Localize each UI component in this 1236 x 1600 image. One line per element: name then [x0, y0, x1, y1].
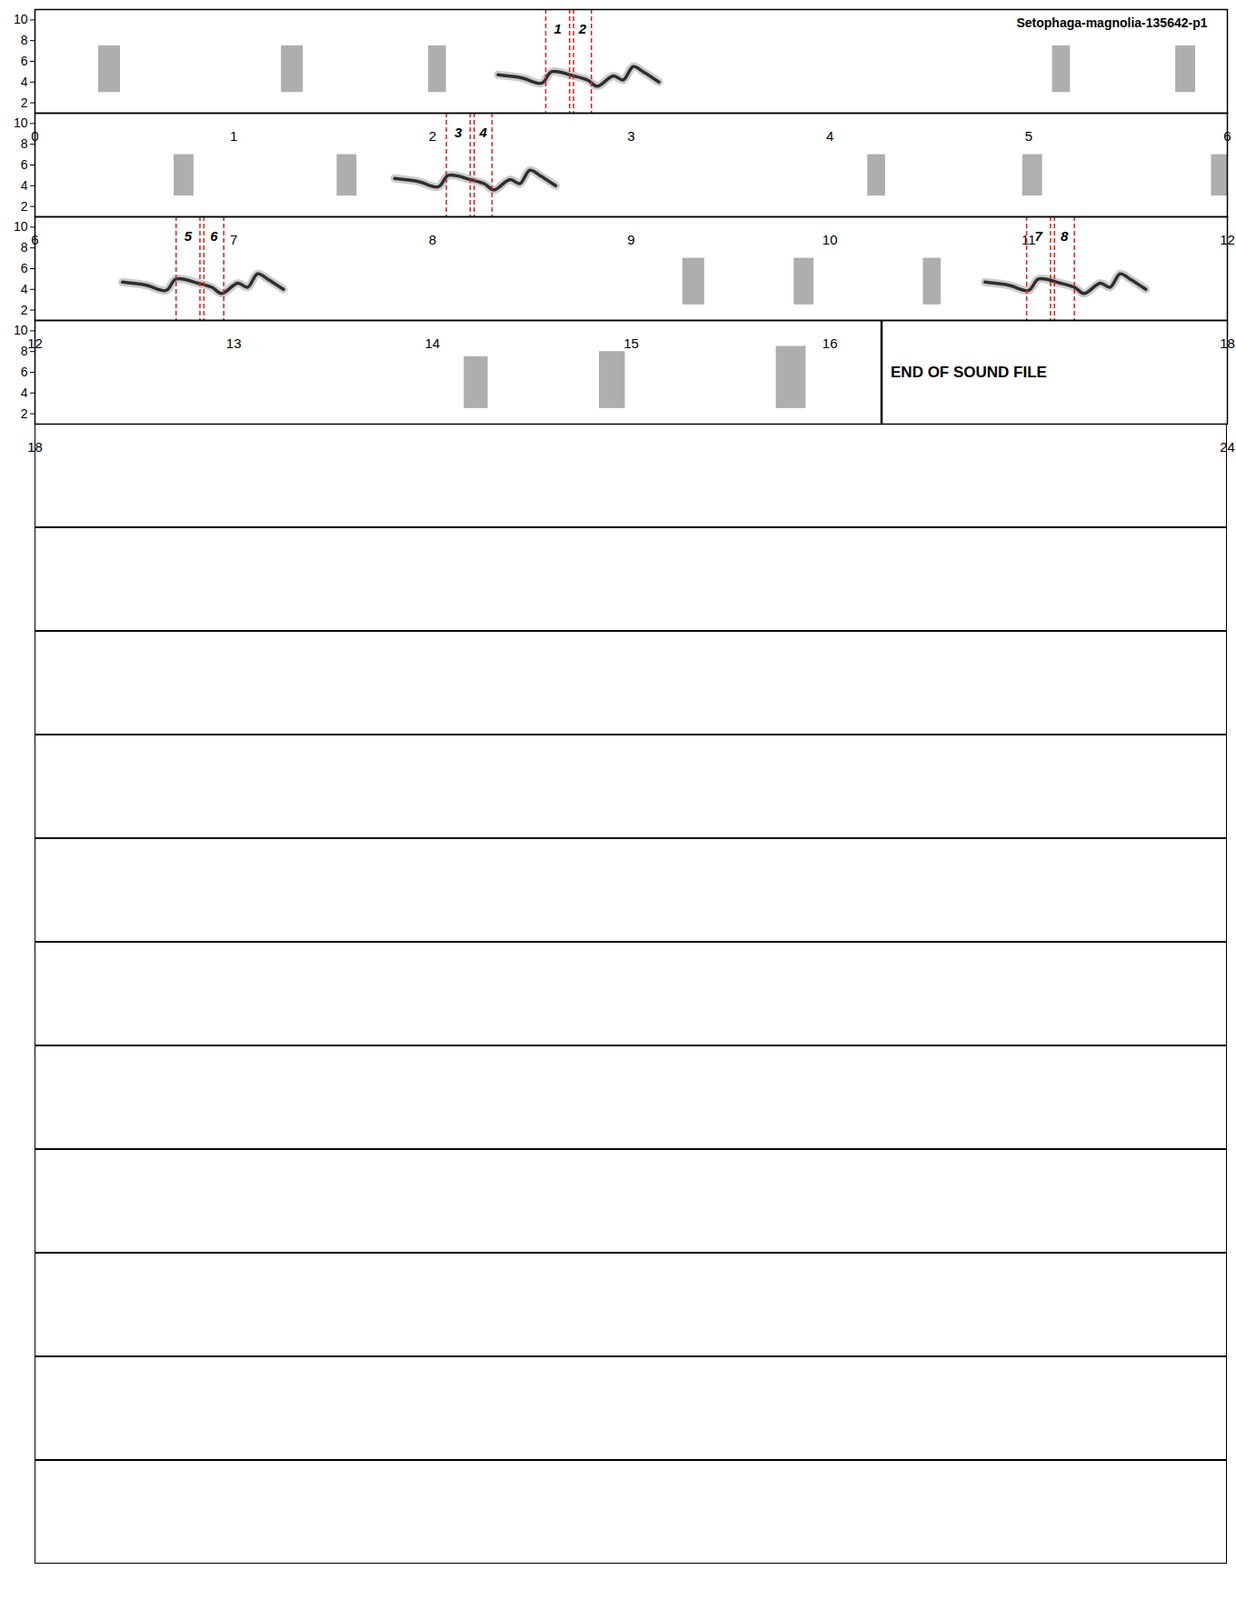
svg-text:4: 4	[20, 178, 29, 193]
svg-text:6: 6	[1223, 128, 1232, 144]
svg-text:12: 12	[1219, 231, 1235, 248]
svg-text:14: 14	[424, 335, 440, 351]
svg-text:9: 9	[627, 231, 635, 248]
svg-text:2: 2	[20, 406, 29, 421]
svg-text:2: 2	[20, 95, 29, 110]
svg-text:8: 8	[20, 239, 29, 255]
svg-text:4: 4	[20, 74, 29, 90]
svg-text:2: 2	[428, 128, 437, 144]
svg-text:8: 8	[20, 343, 29, 359]
svg-text:2: 2	[578, 20, 588, 37]
svg-text:5: 5	[184, 228, 193, 244]
svg-text:7: 7	[229, 231, 238, 248]
svg-text:6: 6	[20, 364, 29, 379]
svg-text:18: 18	[27, 439, 43, 455]
svg-text:24: 24	[1219, 438, 1236, 455]
svg-text:1: 1	[229, 128, 238, 144]
svg-text:4: 4	[826, 128, 834, 144]
svg-text:Setophaga-magnolia-135642-p1: Setophaga-magnolia-135642-p1	[1016, 15, 1207, 30]
svg-text:11: 11	[1021, 231, 1037, 248]
svg-text:2: 2	[20, 199, 29, 214]
svg-text:6: 6	[20, 260, 29, 276]
svg-text:18: 18	[1219, 335, 1235, 351]
svg-text:7: 7	[1035, 228, 1044, 244]
svg-text:10: 10	[13, 322, 29, 338]
svg-text:2: 2	[20, 302, 29, 318]
svg-text:10: 10	[13, 219, 29, 234]
svg-text:10: 10	[13, 11, 29, 27]
svg-text:6: 6	[31, 231, 39, 248]
svg-text:15: 15	[623, 335, 639, 351]
svg-text:5: 5	[1025, 128, 1033, 144]
svg-text:4: 4	[20, 385, 29, 400]
svg-text:6: 6	[20, 53, 29, 69]
svg-text:4: 4	[20, 281, 29, 297]
svg-text:6: 6	[20, 157, 29, 172]
svg-text:10: 10	[13, 115, 29, 130]
svg-text:3: 3	[627, 128, 635, 144]
svg-text:4: 4	[478, 124, 488, 140]
svg-text:8: 8	[1060, 228, 1069, 244]
svg-text:3: 3	[454, 124, 463, 140]
svg-text:0: 0	[31, 128, 39, 144]
svg-text:8: 8	[20, 136, 29, 151]
svg-text:12: 12	[27, 335, 43, 351]
svg-text:13: 13	[226, 335, 242, 351]
svg-text:16: 16	[822, 335, 838, 351]
svg-text:6: 6	[209, 228, 219, 244]
svg-text:8: 8	[428, 231, 437, 248]
svg-text:10: 10	[822, 231, 838, 248]
svg-text:END OF SOUND FILE: END OF SOUND FILE	[890, 363, 1047, 381]
svg-text:1: 1	[553, 20, 561, 37]
svg-text:8: 8	[20, 32, 29, 48]
